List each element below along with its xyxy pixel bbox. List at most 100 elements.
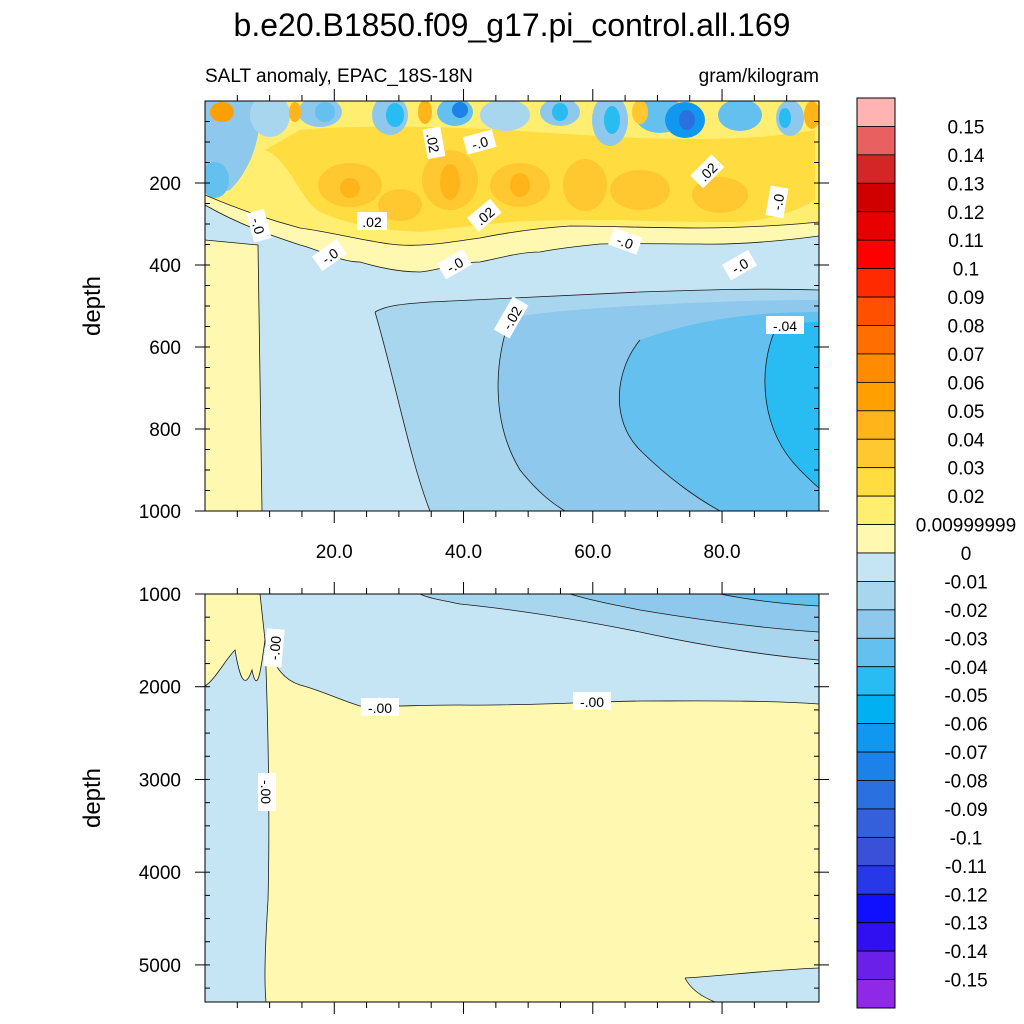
colorbar-label: 0.03 <box>948 459 985 480</box>
upper-y-axis-label: depth <box>79 276 106 336</box>
colorbar-swatch <box>856 495 896 525</box>
contour-label: -.0 <box>608 227 643 255</box>
colorbar-label: 0.1 <box>953 260 979 281</box>
colorbar-swatch <box>856 780 896 810</box>
colorbar-label: -0.13 <box>944 914 987 935</box>
svg-text:-.00: -.00 <box>368 700 392 716</box>
svg-text:.02: .02 <box>423 132 442 154</box>
contour-label: -.00 <box>361 698 399 716</box>
x-tick-label: 20.0 <box>316 542 353 563</box>
colorbar-label: -0.04 <box>944 658 988 679</box>
colorbar-label: -0.1 <box>950 828 983 849</box>
svg-text:.02: .02 <box>362 214 382 230</box>
colorbar-label: -0.15 <box>944 971 987 992</box>
colorbar-swatch <box>856 666 896 696</box>
colorbar-swatch <box>856 126 896 156</box>
y-tick-label: 3000 <box>139 770 181 791</box>
colorbar-swatch <box>856 381 896 412</box>
colorbar-swatch <box>856 467 896 497</box>
upper-contour-labels: .02-.0-.0.02 -.0-.0.02.02-.0-.0-.0-.02 -.0… <box>246 126 804 339</box>
colorbar-swatch <box>856 865 896 895</box>
colorbar-swatch <box>856 979 896 1009</box>
colorbar-label: 0.08 <box>948 317 985 338</box>
y-tick-label: 4000 <box>139 863 181 884</box>
upper-x-axis: 20.0 40.0 60.0 80.0 <box>236 89 788 563</box>
colorbar-swatch <box>856 808 896 838</box>
y-tick-label: 1000 <box>139 585 181 606</box>
y-tick-label: 200 <box>149 174 181 195</box>
svg-text:-.04: -.04 <box>773 318 797 334</box>
x-tick-label: 60.0 <box>574 542 611 563</box>
contour-label: -.0 <box>311 239 347 272</box>
colorbar-label: -0.05 <box>944 686 987 707</box>
colorbar-swatch <box>856 353 896 383</box>
contour-label: -.00 <box>263 628 285 668</box>
colorbar-swatch <box>856 438 896 469</box>
contour-label: -.04 <box>766 316 804 334</box>
colorbar-label: 0.13 <box>948 174 985 195</box>
svg-text:-.0: -.0 <box>615 232 636 253</box>
contour-label: -.0 <box>246 208 272 243</box>
colorbar-label: -0.02 <box>944 601 987 622</box>
colorbar-label: 0.06 <box>948 373 985 394</box>
contour-label: -.00 <box>258 773 276 811</box>
y-tick-label: 400 <box>149 256 181 277</box>
colorbar-frame <box>856 97 896 1009</box>
colorbar-label: 0.14 <box>948 146 985 167</box>
contour-label: -.0 <box>722 249 757 281</box>
svg-text:-.0: -.0 <box>729 255 751 277</box>
lower-panel: 1000 2000 3000 4000 5000 -.00 -.00 -.00 -.00 de… <box>79 582 829 1014</box>
svg-text:-.00: -.00 <box>258 780 274 804</box>
colorbar-swatch <box>856 97 896 127</box>
colorbar-swatch <box>856 950 896 980</box>
lower-y-axis-label: depth <box>79 768 106 828</box>
chart-units: gram/kilogram <box>699 66 819 87</box>
contour-label: -.0 <box>437 248 472 280</box>
colorbar-label: 0.07 <box>948 345 985 366</box>
colorbar-swatch <box>856 836 896 867</box>
svg-text:-.0: -.0 <box>769 192 788 211</box>
colorbar-swatch <box>856 211 896 241</box>
chart-subtitle-left: SALT anomaly, EPAC_18S-18N <box>205 66 473 87</box>
colorbar-swatch <box>856 325 896 355</box>
upper-panel: 200 400 600 800 1000 20.0 40.0 60.0 80.0 .02 -.0… <box>79 89 829 563</box>
colorbar-swatch <box>856 410 896 440</box>
contour-label: .02 <box>422 126 446 160</box>
colorbar-swatch <box>856 296 896 326</box>
colorbar-swatch <box>856 609 896 639</box>
contour-label: -.00 <box>573 692 611 710</box>
lower-plot-frame <box>204 593 820 1003</box>
colorbar-label: -0.09 <box>944 800 987 821</box>
colorbar-swatch <box>856 552 896 582</box>
colorbar-label: 0.00999999 <box>916 516 1016 537</box>
y-tick-label: 5000 <box>139 956 181 977</box>
svg-text:-.0: -.0 <box>248 216 268 236</box>
colorbar-label: -0.06 <box>944 715 987 736</box>
svg-text:-.0: -.0 <box>444 254 466 276</box>
y-tick-label: 2000 <box>139 678 181 699</box>
svg-text:-.0: -.0 <box>319 245 342 268</box>
colorbar-swatch <box>856 524 896 554</box>
y-tick-label: 600 <box>149 338 181 359</box>
colorbar-label: 0.05 <box>948 402 985 423</box>
colorbar-label: -0.07 <box>944 743 987 764</box>
colorbar-label: 0 <box>961 544 972 565</box>
colorbar-label: -0.11 <box>945 857 987 878</box>
colorbar-label: -0.14 <box>944 942 988 963</box>
x-tick-label: 40.0 <box>445 542 482 563</box>
upper-y-axis: 200 400 600 800 1000 <box>139 100 829 523</box>
colorbar-swatch <box>856 182 896 213</box>
colorbar-label: -0.12 <box>944 885 987 906</box>
colorbar-swatch <box>856 581 896 611</box>
chart-title: b.e20.B1850.f09_g17.pi_control.all.169 <box>234 7 791 43</box>
x-tick-label: 80.0 <box>704 542 741 563</box>
colorbar-label: 0.12 <box>948 203 985 224</box>
lower-contour-fill <box>205 594 819 1002</box>
colorbar-label: 0.04 <box>948 430 985 451</box>
colorbar-label: 0.15 <box>948 117 985 138</box>
colorbar-label: -0.01 <box>944 572 987 593</box>
contour-label: -.02 <box>493 296 529 339</box>
colorbar-swatch <box>856 239 896 270</box>
svg-text:-.00: -.00 <box>266 635 284 661</box>
svg-text:-.0: -.0 <box>470 133 490 153</box>
